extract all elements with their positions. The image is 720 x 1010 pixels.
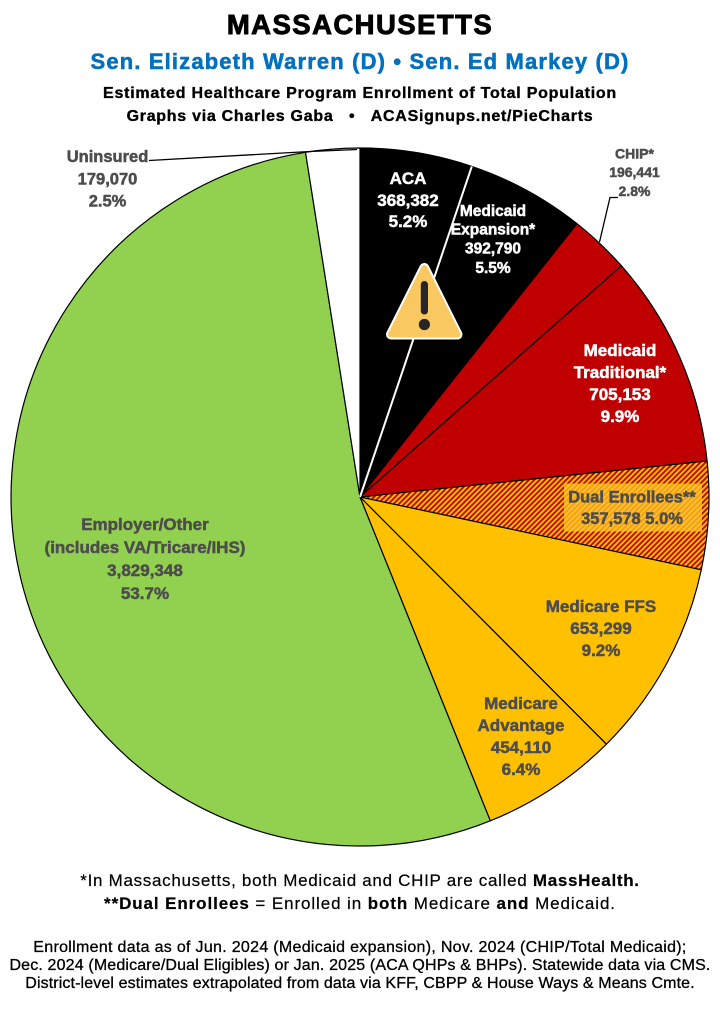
svg-text:368,382: 368,382	[377, 191, 438, 210]
svg-text:9.9%: 9.9%	[601, 407, 640, 426]
svg-text:705,153: 705,153	[589, 385, 650, 404]
svg-text:5.2%: 5.2%	[389, 212, 428, 231]
svg-text:454,110: 454,110	[491, 738, 552, 757]
svg-text:392,790: 392,790	[465, 241, 521, 258]
svg-text:ACA: ACA	[390, 169, 427, 188]
svg-text:53.7%: 53.7%	[121, 584, 169, 603]
svg-text:Medicare FFS: Medicare FFS	[546, 597, 657, 616]
svg-text:179,070: 179,070	[78, 171, 138, 189]
svg-text:Medicaid: Medicaid	[460, 203, 526, 220]
svg-text:196,441: 196,441	[609, 164, 660, 180]
svg-text:653,299: 653,299	[570, 619, 631, 638]
svg-text:Employer/Other: Employer/Other	[81, 515, 209, 534]
svg-text:357,578 5.0%: 357,578 5.0%	[581, 510, 683, 528]
svg-text:(includes VA/Tricare/IHS): (includes VA/Tricare/IHS)	[45, 538, 246, 557]
svg-text:Uninsured: Uninsured	[67, 148, 149, 166]
svg-text:5.5%: 5.5%	[475, 260, 511, 277]
svg-text:Advantage: Advantage	[478, 716, 565, 735]
svg-text:Dual Enrollees**: Dual Enrollees**	[568, 489, 696, 507]
svg-text:Medicare: Medicare	[484, 694, 558, 713]
svg-text:3,829,348: 3,829,348	[107, 561, 183, 580]
svg-text:CHIP*: CHIP*	[615, 146, 654, 162]
svg-text:Traditional*: Traditional*	[574, 363, 667, 382]
svg-text:9.2%: 9.2%	[582, 641, 621, 660]
svg-text:2.5%: 2.5%	[89, 193, 127, 211]
svg-text:Expansion*: Expansion*	[451, 222, 536, 239]
svg-text:2.8%: 2.8%	[619, 183, 651, 199]
svg-text:Medicaid: Medicaid	[584, 341, 657, 360]
svg-text:6.4%: 6.4%	[502, 760, 541, 779]
